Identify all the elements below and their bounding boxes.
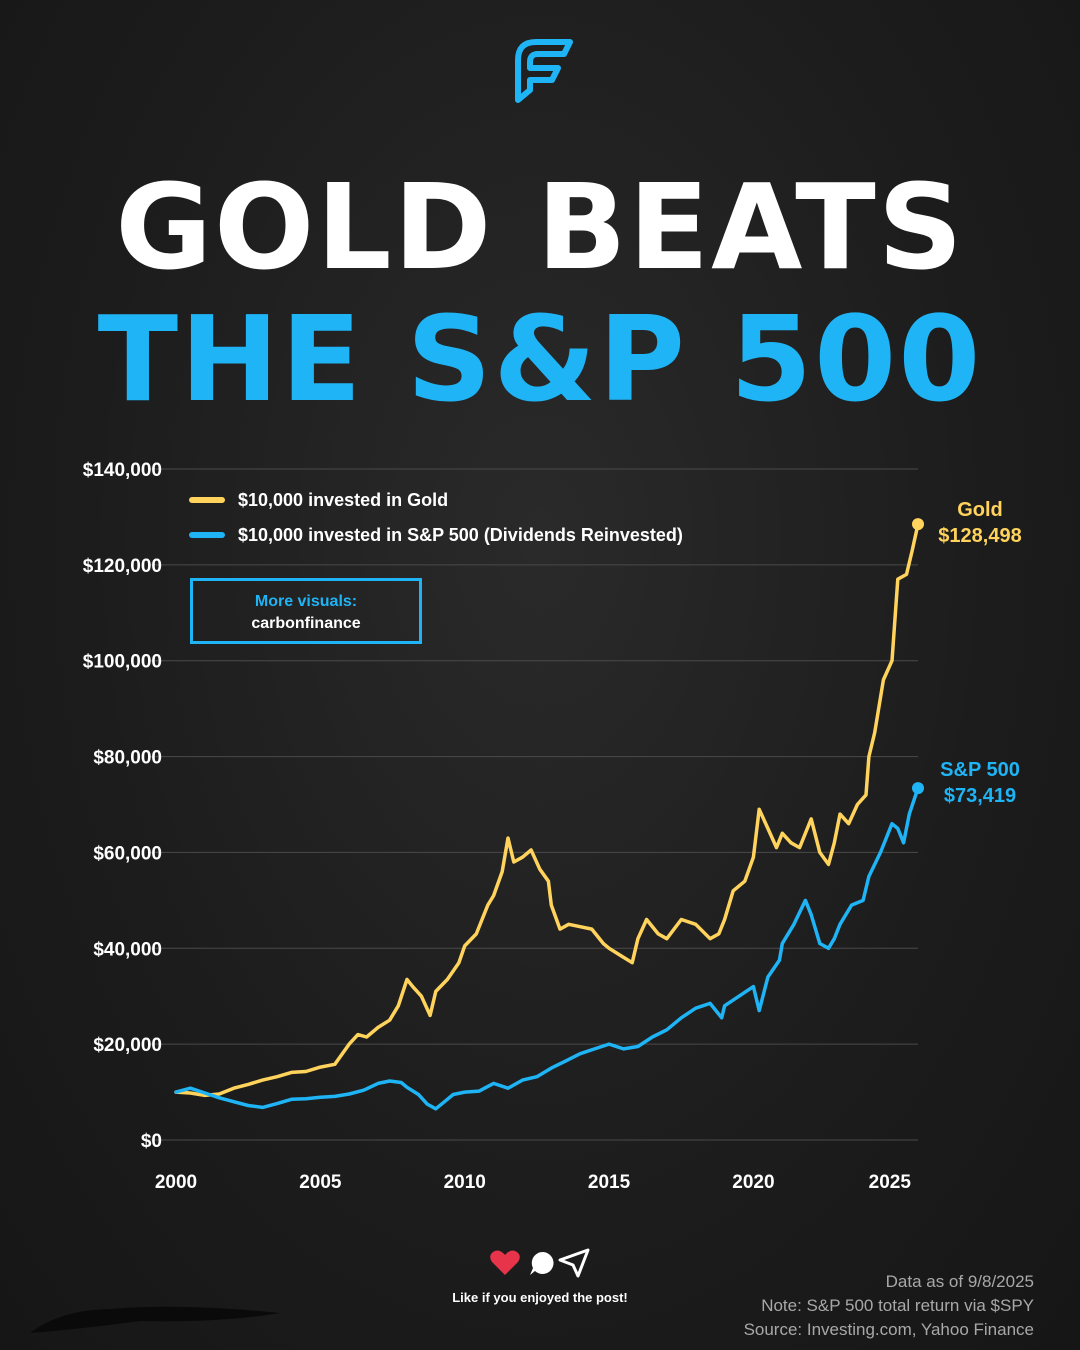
gold-series-line xyxy=(174,522,920,1098)
y-tick-label: $20,000 xyxy=(93,1035,162,1056)
x-tick-label: 2025 xyxy=(869,1172,912,1193)
gold-end-point xyxy=(912,518,924,531)
social-icons xyxy=(490,1248,590,1278)
comment-icon[interactable] xyxy=(530,1251,554,1275)
line-chart: $0 $20,000 $40,000 $60,000 $80,000 $100,000 $1… xyxy=(83,460,1022,1193)
promo-box: More visuals: carbonfinance xyxy=(190,578,422,644)
y-tick-label: $140,000 xyxy=(83,460,162,481)
y-tick-label: $100,000 xyxy=(83,652,162,673)
sp500-end-name: S&P 500 xyxy=(940,759,1020,781)
note-spy: Note: S&P 500 total return via $SPY xyxy=(761,1296,1034,1315)
x-tick-label: 2020 xyxy=(732,1172,774,1193)
gold-end-name: Gold xyxy=(957,499,1003,521)
x-tick-label: 2015 xyxy=(588,1172,631,1193)
promo-line-1: More visuals: xyxy=(254,593,358,610)
note-source: Source: Investing.com, Yahoo Finance xyxy=(743,1320,1034,1339)
footnotes: Data as of 9/8/2025 Note: S&P 500 total … xyxy=(744,1270,1034,1342)
gold-end-value: $128,498 xyxy=(938,525,1021,547)
share-icon[interactable] xyxy=(558,1248,590,1278)
x-tick-label: 2000 xyxy=(155,1172,197,1193)
redaction-mark xyxy=(30,1306,280,1333)
heart-icon[interactable] xyxy=(490,1250,520,1275)
brand-logo-icon xyxy=(515,39,573,103)
legend-label: $10,000 invested in S&P 500 (Dividends R… xyxy=(238,525,683,545)
y-tick-label: $0 xyxy=(141,1131,162,1152)
promo-handle: carbonfinance xyxy=(251,615,361,632)
y-tick-label: $60,000 xyxy=(93,843,162,864)
y-tick-label: $40,000 xyxy=(93,939,162,960)
note-date: Data as of 9/8/2025 xyxy=(885,1272,1034,1291)
x-tick-label: 2010 xyxy=(444,1172,486,1193)
y-tick-label: $120,000 xyxy=(83,556,162,577)
title-line-1: GOLD BEATS xyxy=(115,158,965,296)
sp500-end-value: $73,419 xyxy=(944,785,1016,807)
y-tick-label: $80,000 xyxy=(93,748,162,769)
x-tick-label: 2005 xyxy=(299,1172,342,1193)
title-line-2: THE S&P 500 xyxy=(97,290,983,428)
legend-label: $10,000 invested in Gold xyxy=(238,490,448,510)
like-prompt: Like if you enjoyed the post! xyxy=(452,1290,628,1305)
sp500-series-line xyxy=(174,786,920,1111)
sp500-end-point xyxy=(912,782,924,795)
